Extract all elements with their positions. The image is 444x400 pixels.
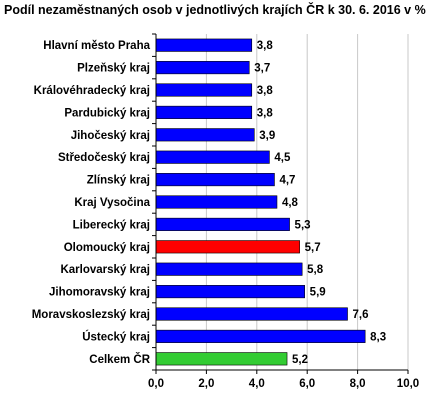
x-tick-label: 6,0 bbox=[299, 378, 315, 390]
bar bbox=[155, 61, 250, 75]
value-label: 3,7 bbox=[254, 63, 270, 75]
x-tick-label: 2,0 bbox=[198, 378, 214, 390]
value-label: 5,3 bbox=[295, 219, 311, 231]
category-label: Liberecký kraj bbox=[73, 219, 150, 231]
bar bbox=[155, 262, 303, 276]
category-label: Celkem ČR bbox=[89, 353, 150, 366]
value-label: 4,7 bbox=[279, 175, 295, 187]
x-tick-label: 0,0 bbox=[148, 378, 164, 390]
category-label: Karlovarský kraj bbox=[60, 264, 150, 276]
value-label: 3,8 bbox=[257, 85, 274, 97]
bar bbox=[155, 307, 348, 321]
value-label: 3,8 bbox=[257, 107, 274, 119]
value-label: 5,7 bbox=[305, 242, 321, 254]
category-label: Královéhradecký kraj bbox=[34, 85, 150, 97]
category-label: Pardubický kraj bbox=[64, 107, 150, 119]
chart-title: Podíl nezaměstnaných osob v jednotlivých… bbox=[4, 3, 426, 17]
value-label: 7,6 bbox=[353, 309, 369, 321]
bar bbox=[155, 285, 305, 299]
bar bbox=[155, 105, 253, 119]
category-label: Zlínský kraj bbox=[87, 175, 150, 187]
category-label: Jihomoravský kraj bbox=[49, 287, 150, 299]
category-label: Kraj Vysočina bbox=[74, 197, 150, 209]
bar bbox=[155, 217, 290, 231]
bar bbox=[155, 83, 253, 97]
bar bbox=[155, 329, 366, 343]
category-label: Hlavní město Praha bbox=[43, 40, 150, 52]
value-label: 3,8 bbox=[257, 40, 274, 52]
x-tick-label: 10,0 bbox=[397, 378, 419, 390]
category-label: Moravskoslezský kraj bbox=[32, 309, 150, 321]
bar bbox=[155, 240, 300, 254]
category-label: Olomoucký kraj bbox=[64, 242, 150, 254]
bar bbox=[155, 128, 255, 142]
category-label: Středočeský kraj bbox=[58, 152, 150, 164]
value-label: 5,8 bbox=[307, 264, 324, 276]
bar bbox=[155, 195, 278, 209]
value-label: 8,3 bbox=[370, 331, 386, 343]
bar bbox=[155, 38, 253, 52]
value-label: 3,9 bbox=[259, 130, 275, 142]
category-label: Ústecký kraj bbox=[82, 330, 150, 343]
bar bbox=[155, 173, 275, 187]
bar bbox=[155, 150, 270, 164]
value-label: 4,5 bbox=[274, 152, 291, 164]
value-label: 5,2 bbox=[292, 354, 308, 366]
x-tick-label: 8,0 bbox=[350, 378, 366, 390]
value-label: 4,8 bbox=[282, 197, 299, 209]
category-label: Plzeňský kraj bbox=[77, 63, 150, 75]
bar bbox=[155, 352, 288, 366]
category-label: Jihočeský kraj bbox=[71, 130, 150, 142]
x-tick-label: 4,0 bbox=[249, 378, 265, 390]
value-label: 5,9 bbox=[310, 287, 326, 299]
